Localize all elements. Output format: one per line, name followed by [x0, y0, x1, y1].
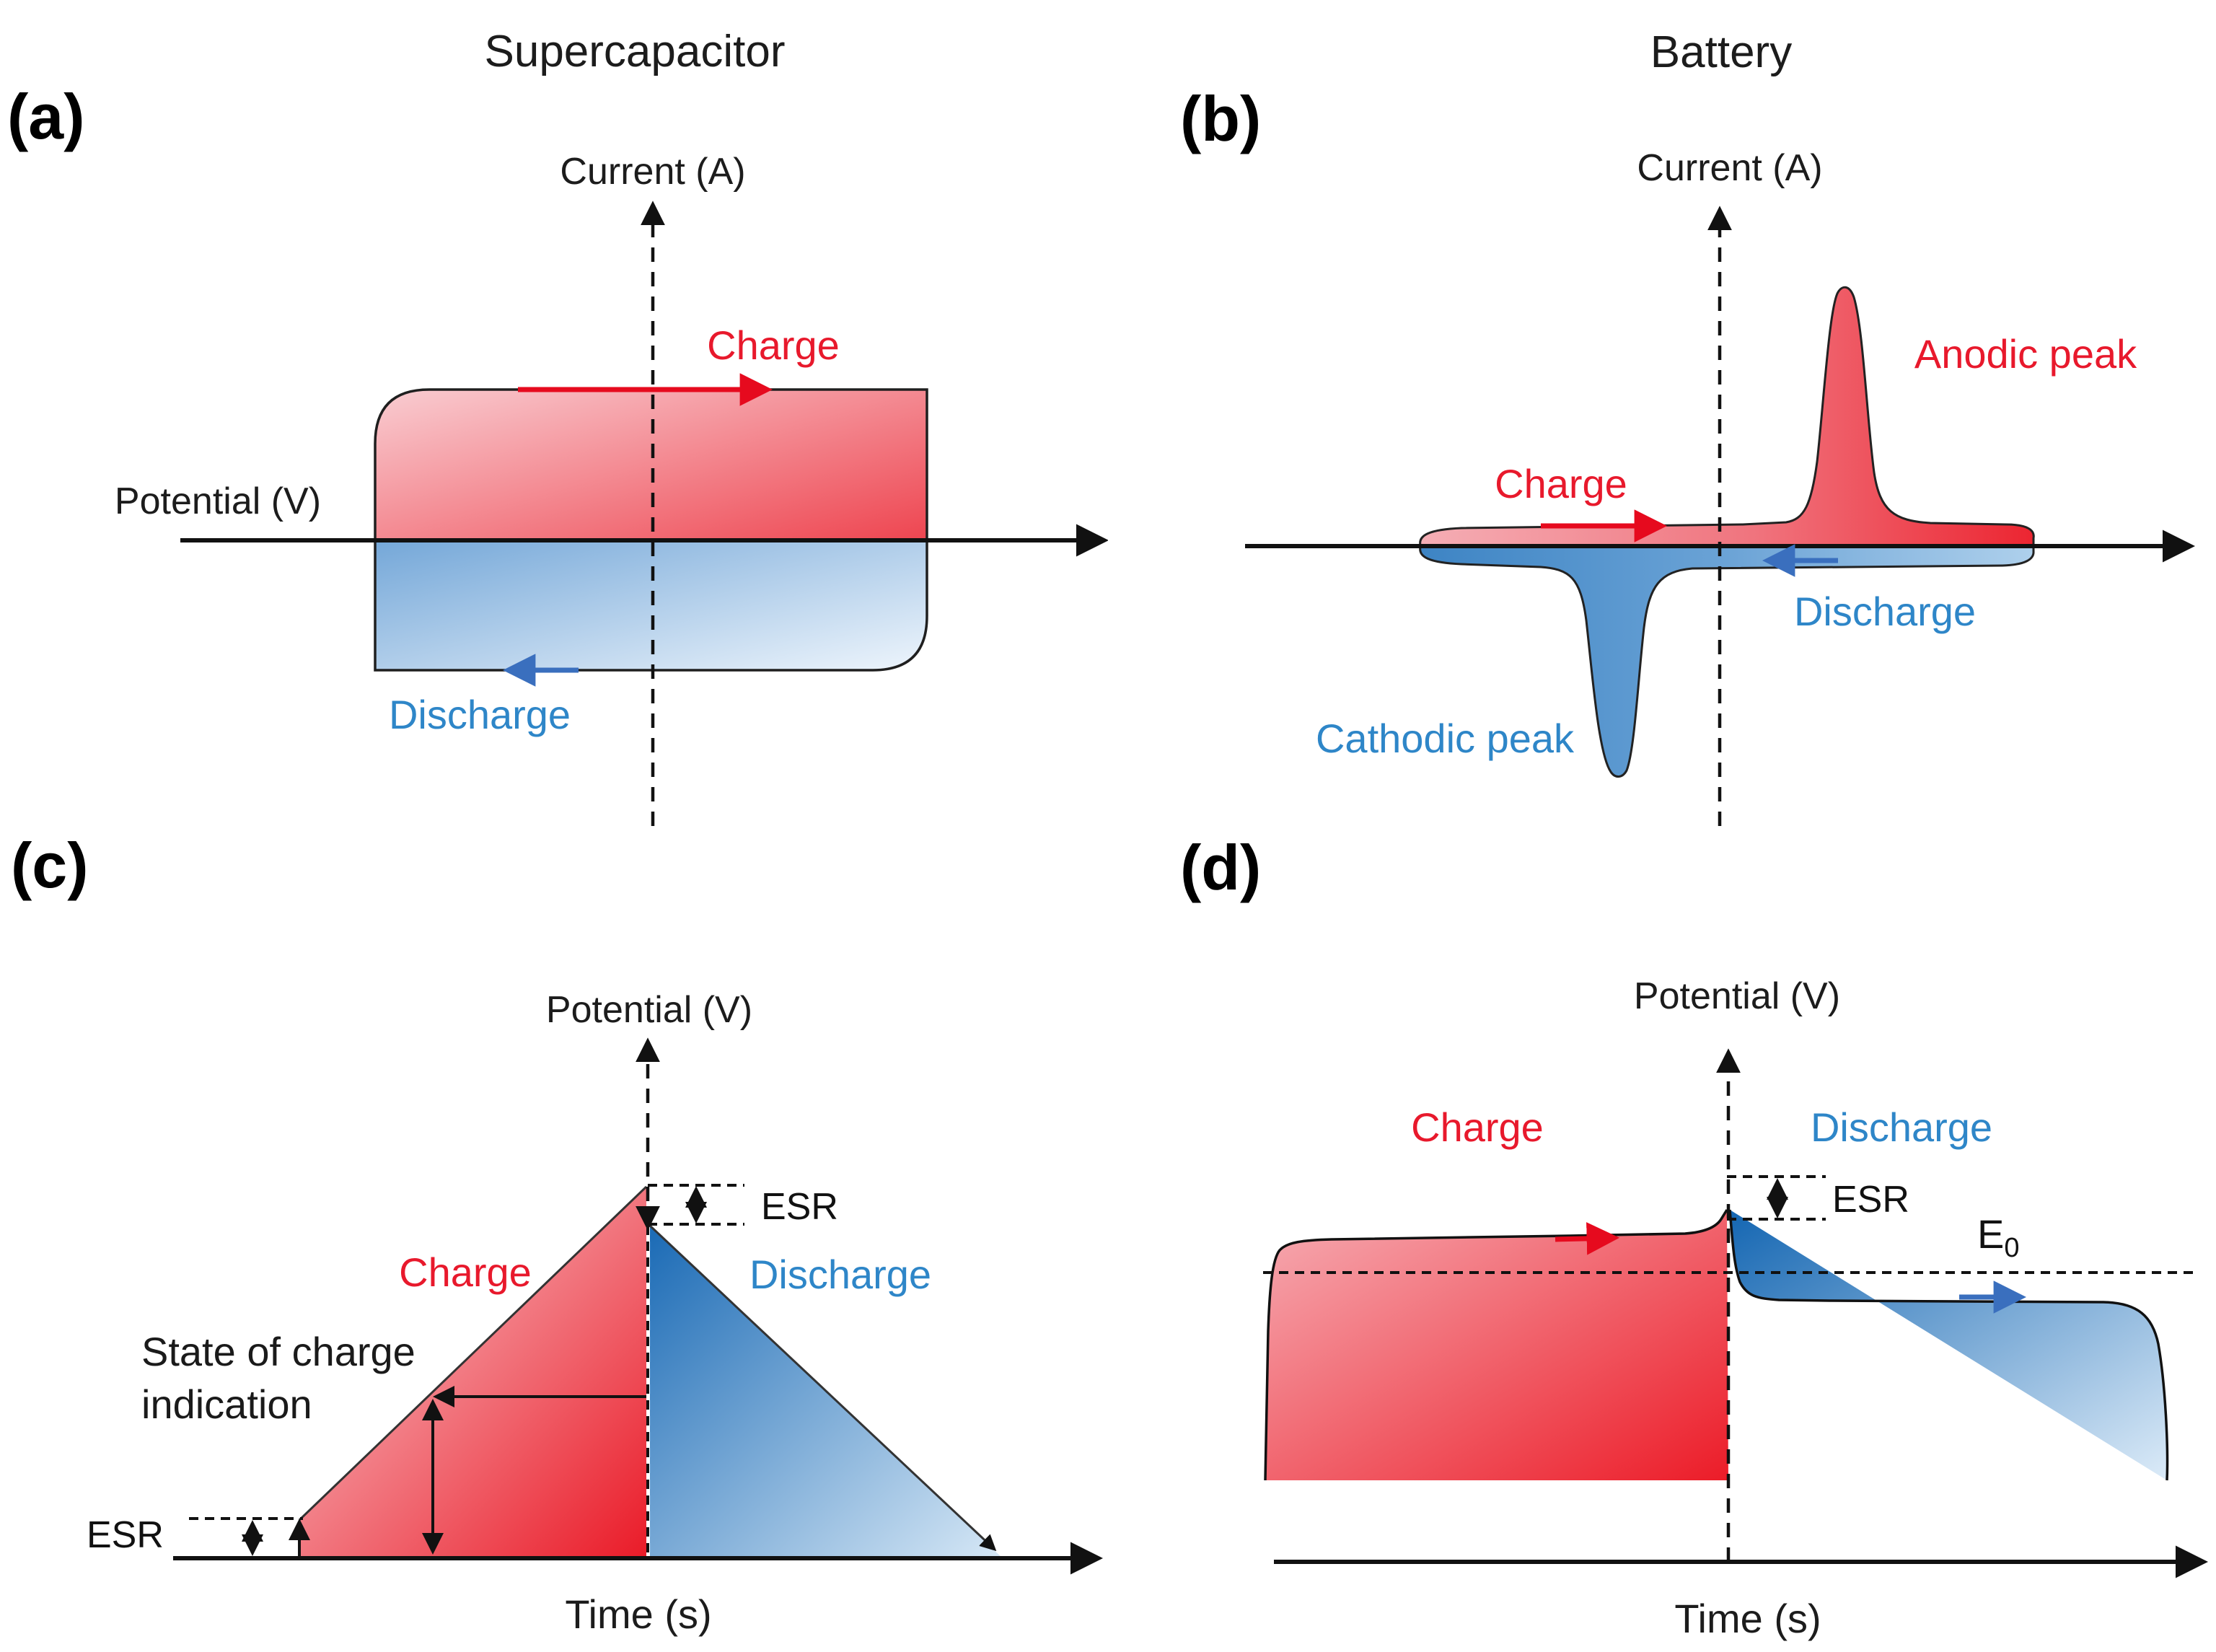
panel-d-discharge-region: [1730, 1210, 2168, 1480]
panel-b-discharge-label: Discharge: [1794, 589, 1976, 634]
panel-a-charge-region: [375, 390, 927, 540]
panel-d-discharge-label: Discharge: [1811, 1104, 1992, 1150]
column-title-supercapacitor: Supercapacitor: [484, 27, 785, 76]
panel-d: (d) E0 Potential (V) ESR Charge Discharg…: [1180, 832, 2208, 1641]
panel-c-charge-region: [299, 1187, 646, 1558]
panel-c: (c) Potential (V) ESR State of charge in…: [11, 830, 1103, 1637]
panel-b-anodic-region: [1419, 286, 2035, 547]
panel-b-cathodic-region: [1419, 545, 2035, 778]
panel-d-y-axis-label: Potential (V): [1634, 975, 1840, 1017]
column-title-battery: Battery: [1650, 27, 1792, 77]
panel-c-x-axis-label: Time (s): [565, 1591, 711, 1637]
panel-c-y-axis-label: Potential (V): [546, 989, 752, 1031]
panel-c-esr-bottom-label: ESR: [87, 1514, 164, 1556]
panel-c-discharge-slope-line: [648, 1224, 997, 1552]
panel-b-anodic-peak-label: Anodic peak: [1914, 331, 2137, 377]
panel-d-charge-arrow-icon: [1555, 1222, 1620, 1255]
panel-a-cv-loop-outline: [374, 388, 928, 672]
panel-d-discharge-curve: [1728, 1209, 2169, 1481]
panel-d-letter: (d): [1180, 832, 1261, 903]
panel-a-y-axis-label: Current (A): [560, 151, 745, 193]
panel-a-discharge-region: [375, 540, 927, 670]
panel-a-x-axis-label: Potential (V): [115, 480, 321, 522]
panel-b-letter: (b): [1180, 83, 1261, 154]
panel-a-charge-label: Charge: [707, 322, 840, 368]
panel-a-letter: (a): [7, 81, 85, 152]
panel-b-cathodic-peak-label: Cathodic peak: [1316, 716, 1575, 761]
panel-c-discharge-label: Discharge: [749, 1252, 931, 1297]
panel-a-discharge-label: Discharge: [389, 692, 571, 737]
panel-c-charge-label: Charge: [399, 1249, 532, 1295]
panel-c-charge-slope-line: [298, 1185, 648, 1521]
panel-c-soc-label-line2: indication: [141, 1381, 312, 1427]
panel-c-soc-label-line1: State of charge: [141, 1329, 416, 1374]
panel-d-charge-curve: [1264, 1209, 1728, 1481]
panel-d-e0-label: E0: [1977, 1211, 2020, 1263]
panel-d-esr-label: ESR: [1832, 1179, 1909, 1221]
panel-c-letter: (c): [11, 830, 89, 901]
panel-a: Supercapacitor (a) Potential (V) Current…: [7, 27, 1108, 826]
panel-b-charge-label: Charge: [1495, 461, 1627, 506]
panel-d-charge-label: Charge: [1411, 1104, 1544, 1150]
panel-d-charge-region: [1265, 1210, 1728, 1480]
panel-c-esr-top-label: ESR: [761, 1186, 838, 1228]
panel-d-x-axis-label: Time (s): [1674, 1596, 1821, 1641]
panel-b: Battery (b) Current (A) Charge Anodic pe…: [1180, 27, 2195, 826]
panel-b-y-axis-label: Current (A): [1637, 147, 1822, 189]
